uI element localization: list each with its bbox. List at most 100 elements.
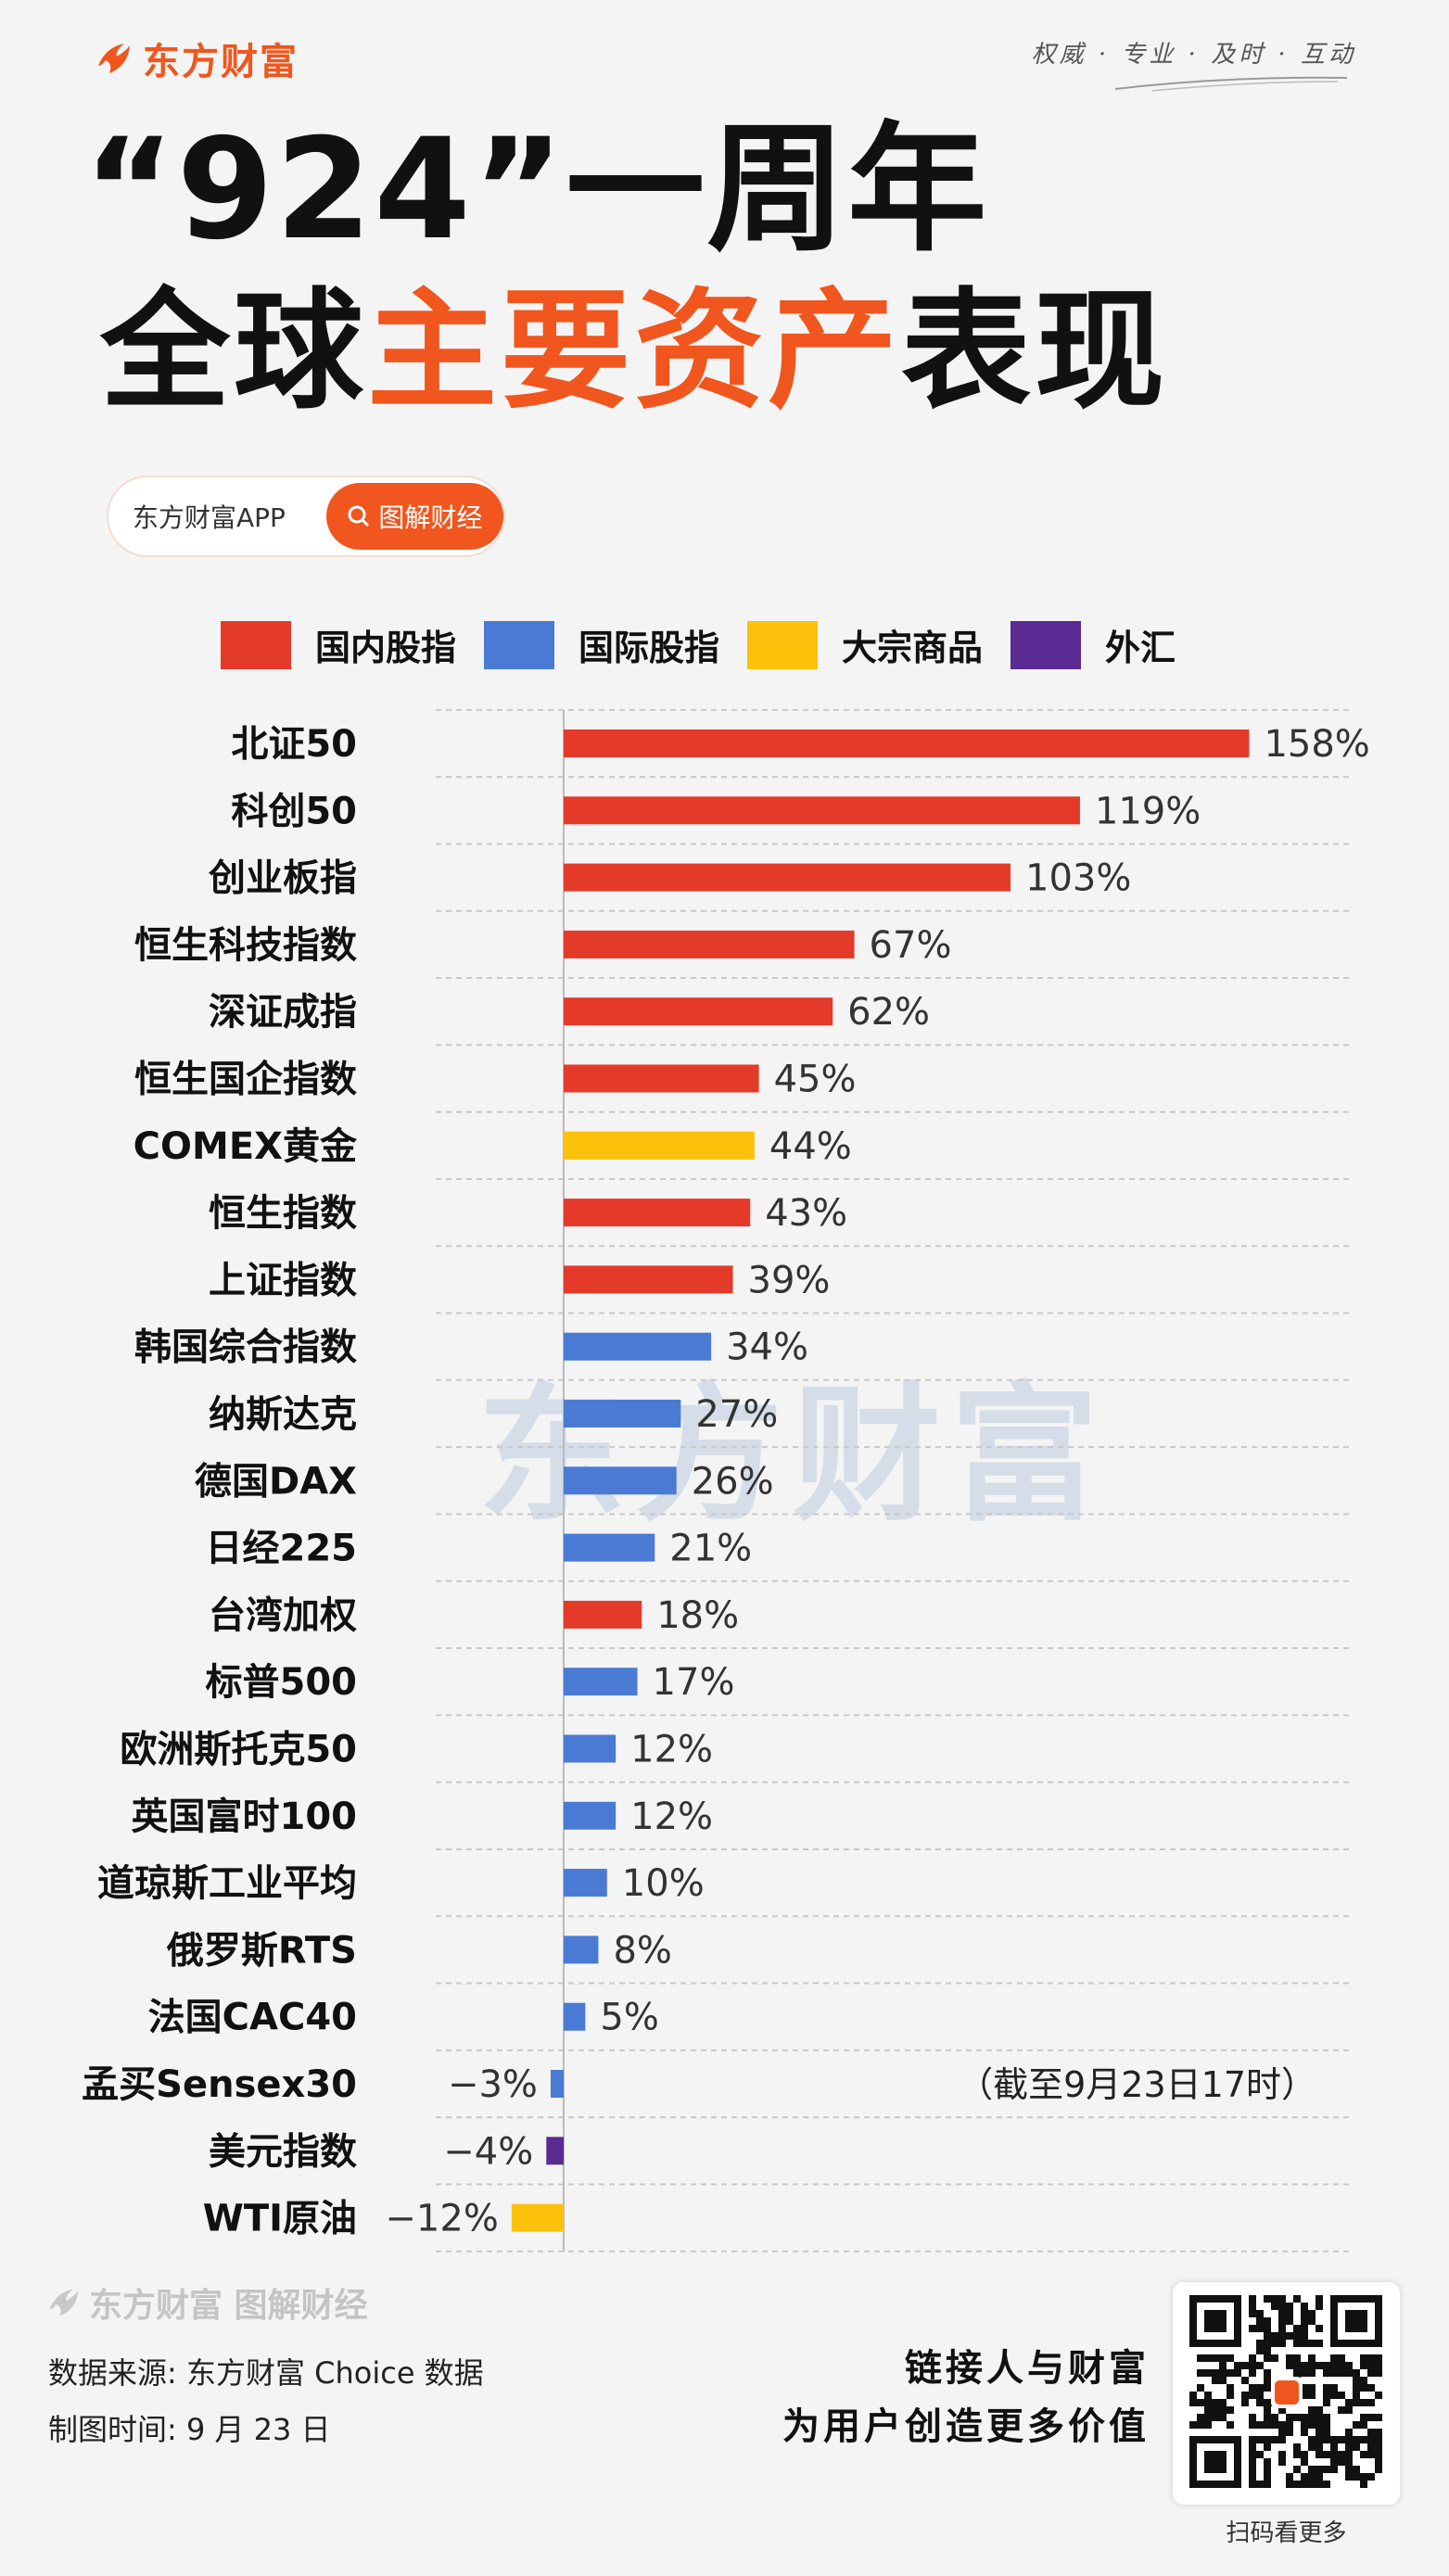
footer-brand: 东方财富 图解财经 (44, 2278, 368, 2327)
footer-brand-label: 东方财富 图解财经 (89, 2287, 368, 2325)
bar (564, 2002, 586, 2031)
data-label: 27% (695, 1393, 778, 1436)
bar (564, 1199, 751, 1227)
data-label: −12% (385, 2198, 498, 2240)
category-label: 美元指数 (209, 2130, 357, 2173)
brand-flame-icon (49, 2289, 79, 2316)
bar-chart: 北证50 158% 科创50 119% 创业板指 103% 恒生科技指数 67% 深证成指 62%… (82, 708, 1370, 2252)
data-label: −4% (443, 2130, 533, 2173)
page-title-line1: “924”一周年 (83, 109, 989, 271)
legend-item-fx: 外汇 (1010, 619, 1176, 670)
chart-legend: 国内股指 国际股指 大宗商品 外汇 (221, 619, 1203, 670)
brand-name: 东方财富 (143, 41, 299, 83)
legend-swatch (484, 620, 555, 669)
category-label: 科创50 (231, 790, 357, 832)
category-label: 恒生科技指数 (134, 924, 357, 967)
category-label: 欧洲斯托克50 (120, 1729, 357, 1771)
bar (564, 997, 833, 1026)
app-badge: 东方财富APP 图解财经 (107, 476, 505, 557)
chart-note: （截至9月23日17时） (958, 2064, 1316, 2105)
category-label: 台湾加权 (209, 1594, 357, 1637)
legend-swatch (747, 620, 819, 669)
tagline-1: 链接人与财富 (905, 2347, 1150, 2390)
legend-label: 国际股指 (578, 628, 720, 668)
category-label: COMEX黄金 (133, 1125, 358, 1168)
category-label: 俄罗斯RTS (166, 1929, 357, 1972)
data-label: 44% (769, 1125, 852, 1168)
legend-label: 外汇 (1105, 628, 1176, 668)
data-label: 17% (653, 1661, 735, 1704)
data-label: 8% (613, 1929, 671, 1972)
data-label: 119% (1095, 790, 1201, 832)
category-label: 上证指数 (209, 1259, 357, 1301)
bar (564, 1533, 655, 1562)
chart-date: 制图时间: 9 月 23 日 (48, 2412, 331, 2447)
page-title-line2: 全球主要资产表现 (100, 287, 1168, 417)
legend-item-domestic: 国内股指 (221, 619, 456, 670)
legend-swatch (221, 620, 291, 669)
bar (564, 1400, 681, 1428)
data-label: 45% (774, 1059, 857, 1101)
data-label: 5% (600, 1997, 658, 2039)
bar (564, 1935, 599, 1964)
bar (564, 1265, 733, 1294)
watermark: 东方财富 (477, 1368, 1109, 1542)
bar (564, 1734, 616, 1763)
brand-logo: 东方财富 (93, 32, 299, 85)
data-label: 12% (630, 1729, 713, 1771)
category-label: 道琼斯工业平均 (97, 1862, 357, 1905)
search-icon (348, 505, 370, 527)
legend-label: 国内股指 (315, 628, 457, 668)
qr-code-icon (1189, 2295, 1382, 2488)
bar (564, 1668, 638, 1696)
legend-item-international: 国际股指 (484, 619, 719, 670)
bar (564, 863, 1011, 892)
category-label: 标普500 (206, 1661, 358, 1704)
category-label: 日经225 (206, 1528, 358, 1570)
legend-swatch (1010, 620, 1082, 669)
data-label: 39% (748, 1259, 831, 1301)
qr-caption: 扫码看更多 (1226, 2519, 1347, 2547)
bar (564, 1332, 712, 1361)
category-label: 德国DAX (195, 1460, 357, 1503)
category-label: 孟买Sensex30 (82, 2063, 357, 2106)
data-label: 43% (765, 1192, 847, 1235)
category-label: 法国CAC40 (148, 1997, 357, 2039)
title-highlight: 主要资产 (367, 276, 902, 427)
legend-label: 大宗商品 (842, 628, 984, 668)
bar (550, 2070, 564, 2098)
data-label: 62% (847, 991, 930, 1034)
category-label: 韩国综合指数 (134, 1326, 357, 1369)
data-label: 158% (1264, 723, 1369, 766)
infographic-button[interactable]: 图解财经 (325, 483, 503, 550)
category-label: WTI原油 (203, 2198, 357, 2240)
bar (564, 1801, 616, 1830)
category-label: 恒生国企指数 (134, 1059, 357, 1101)
brand-slogan: 权威 · 专业 · 及时 · 互动 (1031, 41, 1356, 69)
bar (564, 1869, 607, 1897)
legend-item-commodity: 大宗商品 (747, 619, 983, 670)
slogan-swoosh-decoration (1115, 76, 1347, 92)
data-source: 数据来源: 东方财富 Choice 数据 (48, 2355, 484, 2391)
infographic-button-label: 图解财经 (378, 502, 483, 533)
category-label: 创业板指 (209, 857, 357, 900)
category-label: 纳斯达克 (209, 1393, 357, 1436)
bar (564, 1064, 759, 1093)
bar (564, 796, 1080, 825)
data-label: 21% (669, 1528, 752, 1570)
data-label: 10% (622, 1862, 705, 1905)
bar (546, 2137, 564, 2165)
data-label: 67% (870, 924, 952, 967)
data-label: 34% (726, 1326, 808, 1369)
bar (564, 730, 1250, 757)
qr-code[interactable] (1173, 2282, 1400, 2505)
brand-flame-icon (98, 44, 130, 73)
tagline-2: 为用户创造更多价值 (782, 2405, 1150, 2448)
data-label: −3% (448, 2063, 538, 2106)
bar (564, 1466, 677, 1495)
data-label: 26% (692, 1460, 774, 1503)
data-label: 103% (1025, 857, 1131, 900)
category-label: 北证50 (231, 723, 357, 766)
bar (511, 2203, 564, 2232)
bar (564, 1600, 642, 1629)
